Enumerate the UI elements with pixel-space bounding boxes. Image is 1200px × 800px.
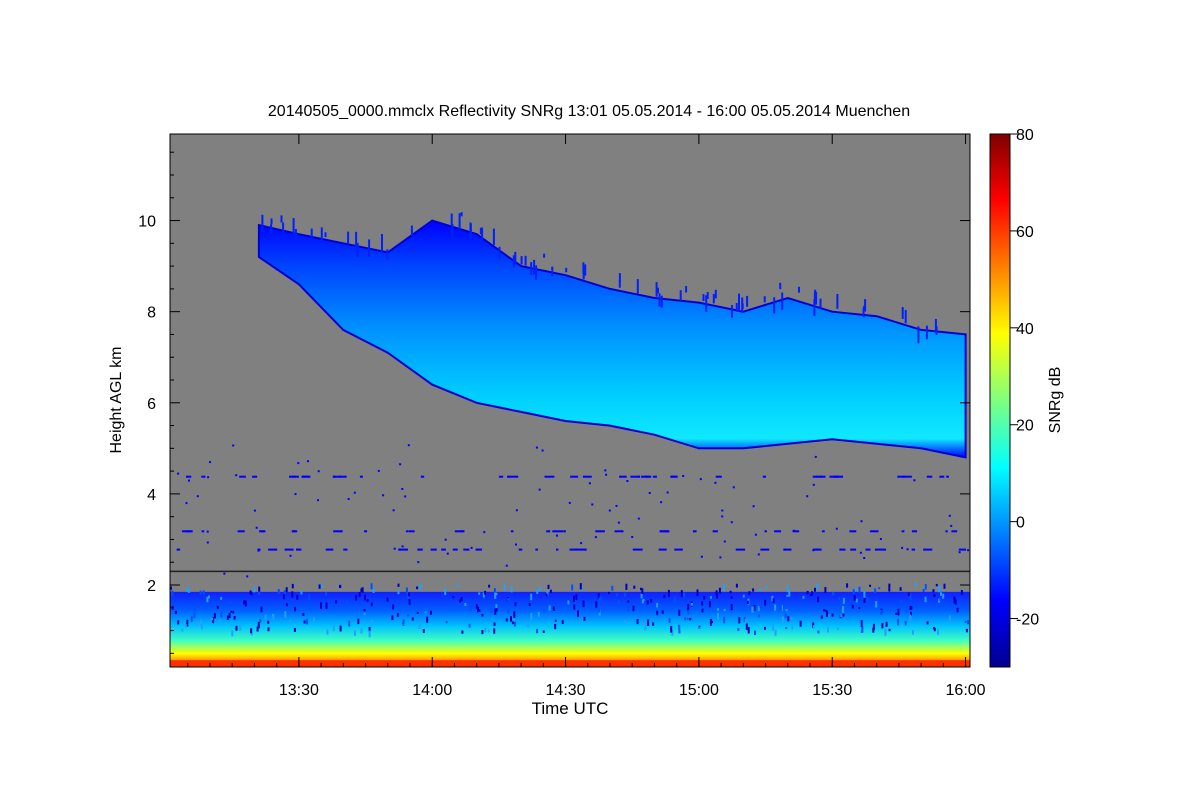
x-tick-label: 15:30 [812, 682, 852, 699]
clear-air-noise [176, 444, 970, 578]
colorbar-tick-label: -20 [1016, 612, 1039, 629]
colorbar-tick-label: 40 [1016, 321, 1034, 338]
boundary-layer-speckle [170, 582, 969, 638]
surface-clutter-band [170, 660, 970, 667]
colorbar-tick-label: 20 [1016, 418, 1034, 435]
colorbar-label: SNRg dB [1047, 367, 1064, 434]
plot-area: 13:30 14:00 14:30 15:00 15:30 16:00 2 4 6 8 10 [138, 133, 986, 699]
x-tick-label: 14:30 [546, 682, 586, 699]
x-tick-label: 13:30 [279, 682, 319, 699]
colorbar-tick-label: 60 [1016, 224, 1034, 241]
cloud-top-streaks [261, 212, 938, 344]
colorbar: 80 60 40 20 0 -20 SNRg dB [989, 127, 1064, 668]
plot-frame [169, 133, 971, 668]
boundary-layer-echo [170, 591, 970, 667]
y-tick-label: 2 [147, 578, 156, 595]
colorbar-scale [989, 133, 1011, 668]
x-axis-label: Time UTC [532, 699, 609, 718]
x-tick-label: 16:00 [946, 682, 986, 699]
y-tick-label: 6 [147, 396, 156, 413]
colorbar-tick-label: 0 [1016, 515, 1025, 532]
y-axis-label: Height AGL km [108, 346, 125, 453]
y-tick-label: 4 [147, 487, 156, 504]
cloud-layer-echo [257, 219, 967, 459]
x-tick-label: 14:00 [412, 682, 452, 699]
chart-title: 20140505_0000.mmclx Reflectivity SNRg 13… [268, 103, 910, 120]
x-tick-label: 15:00 [679, 682, 719, 699]
colorbar-tick-label: 80 [1016, 127, 1034, 144]
y-tick-label: 8 [147, 305, 156, 322]
y-tick-label: 10 [138, 214, 156, 231]
